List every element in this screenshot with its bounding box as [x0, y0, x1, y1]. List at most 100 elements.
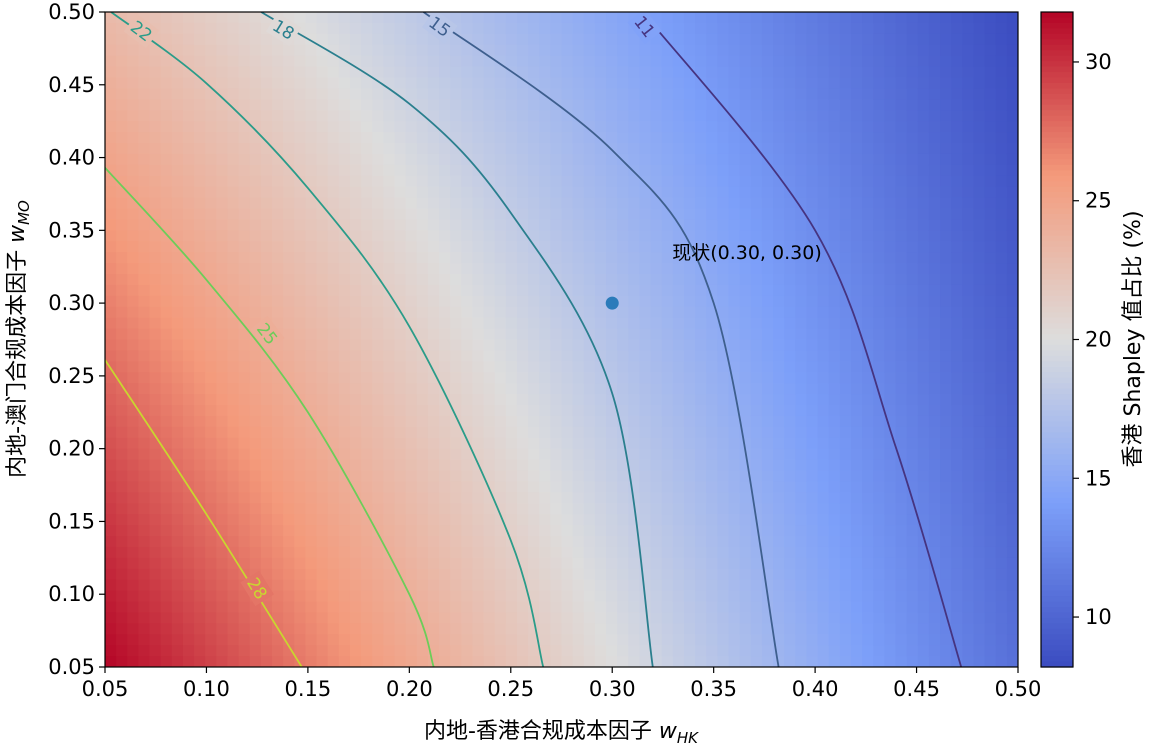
heatmap-cell	[472, 285, 484, 297]
heatmap-cell	[706, 449, 718, 461]
heatmap-cell	[562, 612, 574, 624]
heatmap-cell	[595, 34, 607, 46]
heatmap-cell	[985, 252, 997, 264]
heatmap-cell	[628, 580, 640, 592]
heatmap-cell	[673, 481, 685, 493]
heatmap-cell	[829, 645, 841, 657]
heatmap-cell	[339, 296, 351, 308]
heatmap-cell	[740, 263, 752, 275]
heatmap-cell	[1007, 34, 1019, 46]
heatmap-cell	[784, 165, 796, 177]
heatmap-cell	[929, 132, 941, 144]
heatmap-cell	[417, 187, 429, 199]
heatmap-cell	[573, 427, 585, 439]
heatmap-cell	[394, 209, 406, 221]
heatmap-cell	[506, 99, 518, 111]
heatmap-cell	[472, 88, 484, 100]
heatmap-cell	[673, 558, 685, 570]
heatmap-cell	[383, 623, 395, 635]
heatmap-cell	[394, 176, 406, 188]
heatmap-cell	[606, 536, 618, 548]
heatmap-cell	[617, 350, 629, 362]
heatmap-cell	[161, 416, 173, 428]
heatmap-cell	[127, 56, 139, 68]
heatmap-cell	[818, 602, 830, 614]
heatmap-cell	[205, 165, 217, 177]
heatmap-cell	[639, 285, 651, 297]
y-tick-label: 0.40	[48, 146, 95, 170]
heatmap-cell	[595, 547, 607, 559]
heatmap-cell	[740, 623, 752, 635]
heatmap-cell	[550, 230, 562, 242]
heatmap-cell	[506, 318, 518, 330]
heatmap-cell	[595, 558, 607, 570]
heatmap-cell	[795, 394, 807, 406]
heatmap-cell	[829, 471, 841, 483]
heatmap-cell	[305, 176, 317, 188]
heatmap-cell	[1007, 514, 1019, 526]
heatmap-cell	[684, 121, 696, 133]
heatmap-cell	[239, 12, 251, 24]
heatmap-cell	[706, 656, 718, 668]
heatmap-cell	[617, 274, 629, 286]
heatmap-cell	[361, 56, 373, 68]
heatmap-cell	[417, 307, 429, 319]
heatmap-cell	[150, 492, 162, 504]
heatmap-cell	[918, 645, 930, 657]
heatmap-cell	[617, 547, 629, 559]
heatmap-cell	[573, 405, 585, 417]
heatmap-cell	[172, 252, 184, 264]
heatmap-cell	[506, 187, 518, 199]
heatmap-cell	[183, 340, 195, 352]
heatmap-cell	[250, 438, 262, 450]
heatmap-cell	[717, 383, 729, 395]
heatmap-cell	[172, 383, 184, 395]
heatmap-cell	[1007, 110, 1019, 122]
heatmap-cell	[550, 612, 562, 624]
heatmap-cell	[996, 602, 1008, 614]
heatmap-cell	[684, 132, 696, 144]
heatmap-cell	[550, 88, 562, 100]
heatmap-cell	[372, 154, 384, 166]
heatmap-cell	[840, 416, 852, 428]
heatmap-cell	[795, 460, 807, 472]
heatmap-cell	[172, 525, 184, 537]
heatmap-cell	[973, 296, 985, 308]
heatmap-cell	[673, 361, 685, 373]
heatmap-cell	[962, 612, 974, 624]
heatmap-cell	[907, 285, 919, 297]
heatmap-cell	[985, 296, 997, 308]
heatmap-cell	[305, 230, 317, 242]
heatmap-cell	[996, 12, 1008, 24]
heatmap-cell	[239, 645, 251, 657]
heatmap-cell	[762, 514, 774, 526]
heatmap-cell	[806, 99, 818, 111]
heatmap-cell	[584, 45, 596, 57]
heatmap-cell	[651, 121, 663, 133]
heatmap-cell	[573, 34, 585, 46]
heatmap-cell	[784, 88, 796, 100]
heatmap-cell	[350, 252, 362, 264]
heatmap-cell	[461, 187, 473, 199]
heatmap-cell	[884, 274, 896, 286]
heatmap-cell	[907, 12, 919, 24]
heatmap-cell	[651, 481, 663, 493]
heatmap-cell	[973, 23, 985, 35]
heatmap-cell	[383, 372, 395, 384]
heatmap-cell	[239, 23, 251, 35]
heatmap-cell	[662, 56, 674, 68]
heatmap-cell	[628, 427, 640, 439]
heatmap-cell	[706, 525, 718, 537]
heatmap-cell	[205, 623, 217, 635]
heatmap-cell	[328, 394, 340, 406]
heatmap-cell	[584, 372, 596, 384]
heatmap-cell	[918, 612, 930, 624]
heatmap-cell	[851, 241, 863, 253]
heatmap-cell	[105, 88, 117, 100]
heatmap-cell	[205, 361, 217, 373]
heatmap-cell	[829, 110, 841, 122]
heatmap-cell	[962, 602, 974, 614]
heatmap-cell	[806, 285, 818, 297]
heatmap-cell	[985, 99, 997, 111]
heatmap-cell	[751, 394, 763, 406]
